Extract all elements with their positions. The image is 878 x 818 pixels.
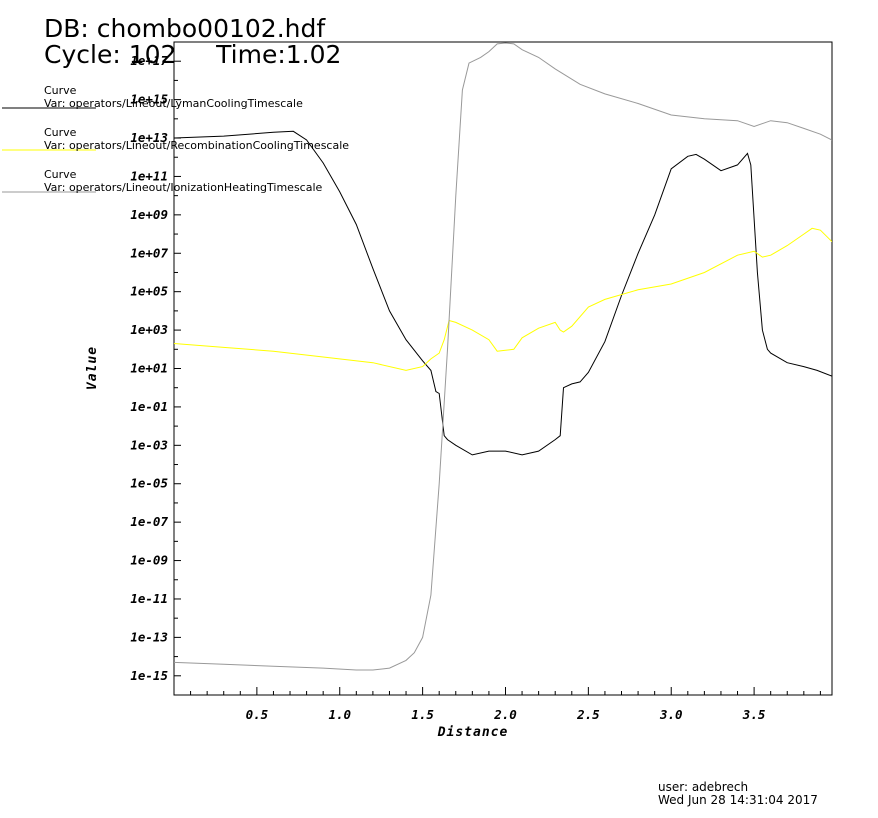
legend-var-label: Var: operators/Lineout/LymanCoolingTimes…	[44, 97, 303, 110]
legend-curve-label: Curve	[44, 168, 77, 181]
y-tick-label: 1e-11	[130, 591, 168, 606]
time-label: Time:1.02	[216, 40, 342, 69]
recombination-cooling-line	[174, 227, 832, 371]
y-tick-label: 1e+17	[130, 53, 168, 68]
y-tick-label: 1e-09	[130, 553, 168, 568]
cycle-label: Cycle: 102	[44, 40, 177, 69]
legend-var-label: Var: operators/Lineout/RecombinationCool…	[44, 139, 349, 152]
y-tick-label: 1e+03	[130, 322, 168, 337]
timestamp: Wed Jun 28 14:31:04 2017	[658, 793, 818, 807]
y-axis: 1e-15 1e-13 1e-11 1e-09 1e-07 1e-05 1e-03 1e-01…	[130, 41, 181, 696]
ionization-heating-line	[174, 42, 832, 671]
x-tick-label: 2.0	[493, 707, 517, 722]
user-info: user: adebrech	[658, 780, 749, 794]
legend-var-label: Var: operators/Lineout/IonizationHeating…	[44, 181, 323, 194]
x-tick-label: 0.5	[246, 707, 269, 722]
x-tick-label: 1.0	[328, 707, 351, 722]
x-tick-label: 2.5	[576, 707, 600, 722]
x-tick-label: 3.0	[659, 707, 683, 722]
y-tick-label: 1e-07	[130, 514, 168, 529]
y-tick-label: 1e+15	[130, 92, 168, 107]
y-tick-label: 1e-15	[130, 668, 168, 683]
y-axis-title: Value	[85, 346, 100, 390]
y-tick-label: 1e+11	[130, 168, 168, 183]
y-tick-label: 1e+07	[130, 245, 168, 260]
x-tick-label: 1.5	[411, 707, 434, 722]
legend-curve-label: Curve	[44, 126, 77, 139]
y-tick-label: 1e-13	[130, 629, 168, 644]
x-tick-label: 3.5	[742, 707, 766, 722]
cycle-time-line: Cycle: 102 Time:1.02	[44, 42, 341, 68]
x-axis-title: Distance	[437, 725, 509, 740]
y-tick-label: 1e+05	[130, 284, 168, 299]
y-tick-label: 1e-05	[130, 476, 168, 491]
series-lines	[174, 42, 832, 671]
lyman-cooling-line	[174, 130, 832, 456]
legend-curve-label: Curve	[44, 84, 77, 97]
x-axis: 0.5 1.0 1.5 2.0 2.5 3.0 3.5	[190, 687, 821, 722]
y-tick-label: 1e-03	[130, 437, 168, 452]
y-tick-label: 1e-01	[130, 399, 168, 414]
y-tick-label: 1e+13	[130, 130, 168, 145]
y-tick-label: 1e+09	[130, 207, 168, 222]
database-title: DB: chombo00102.hdf	[44, 14, 326, 43]
y-tick-label: 1e+01	[130, 361, 168, 376]
